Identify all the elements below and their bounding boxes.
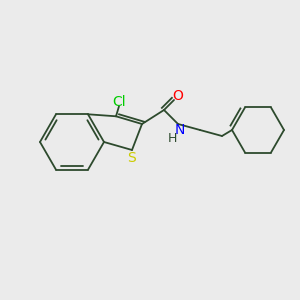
Text: S: S [128, 151, 136, 165]
Text: Cl: Cl [112, 95, 126, 109]
Text: H: H [167, 131, 177, 145]
Text: O: O [172, 89, 183, 103]
Text: N: N [175, 123, 185, 137]
